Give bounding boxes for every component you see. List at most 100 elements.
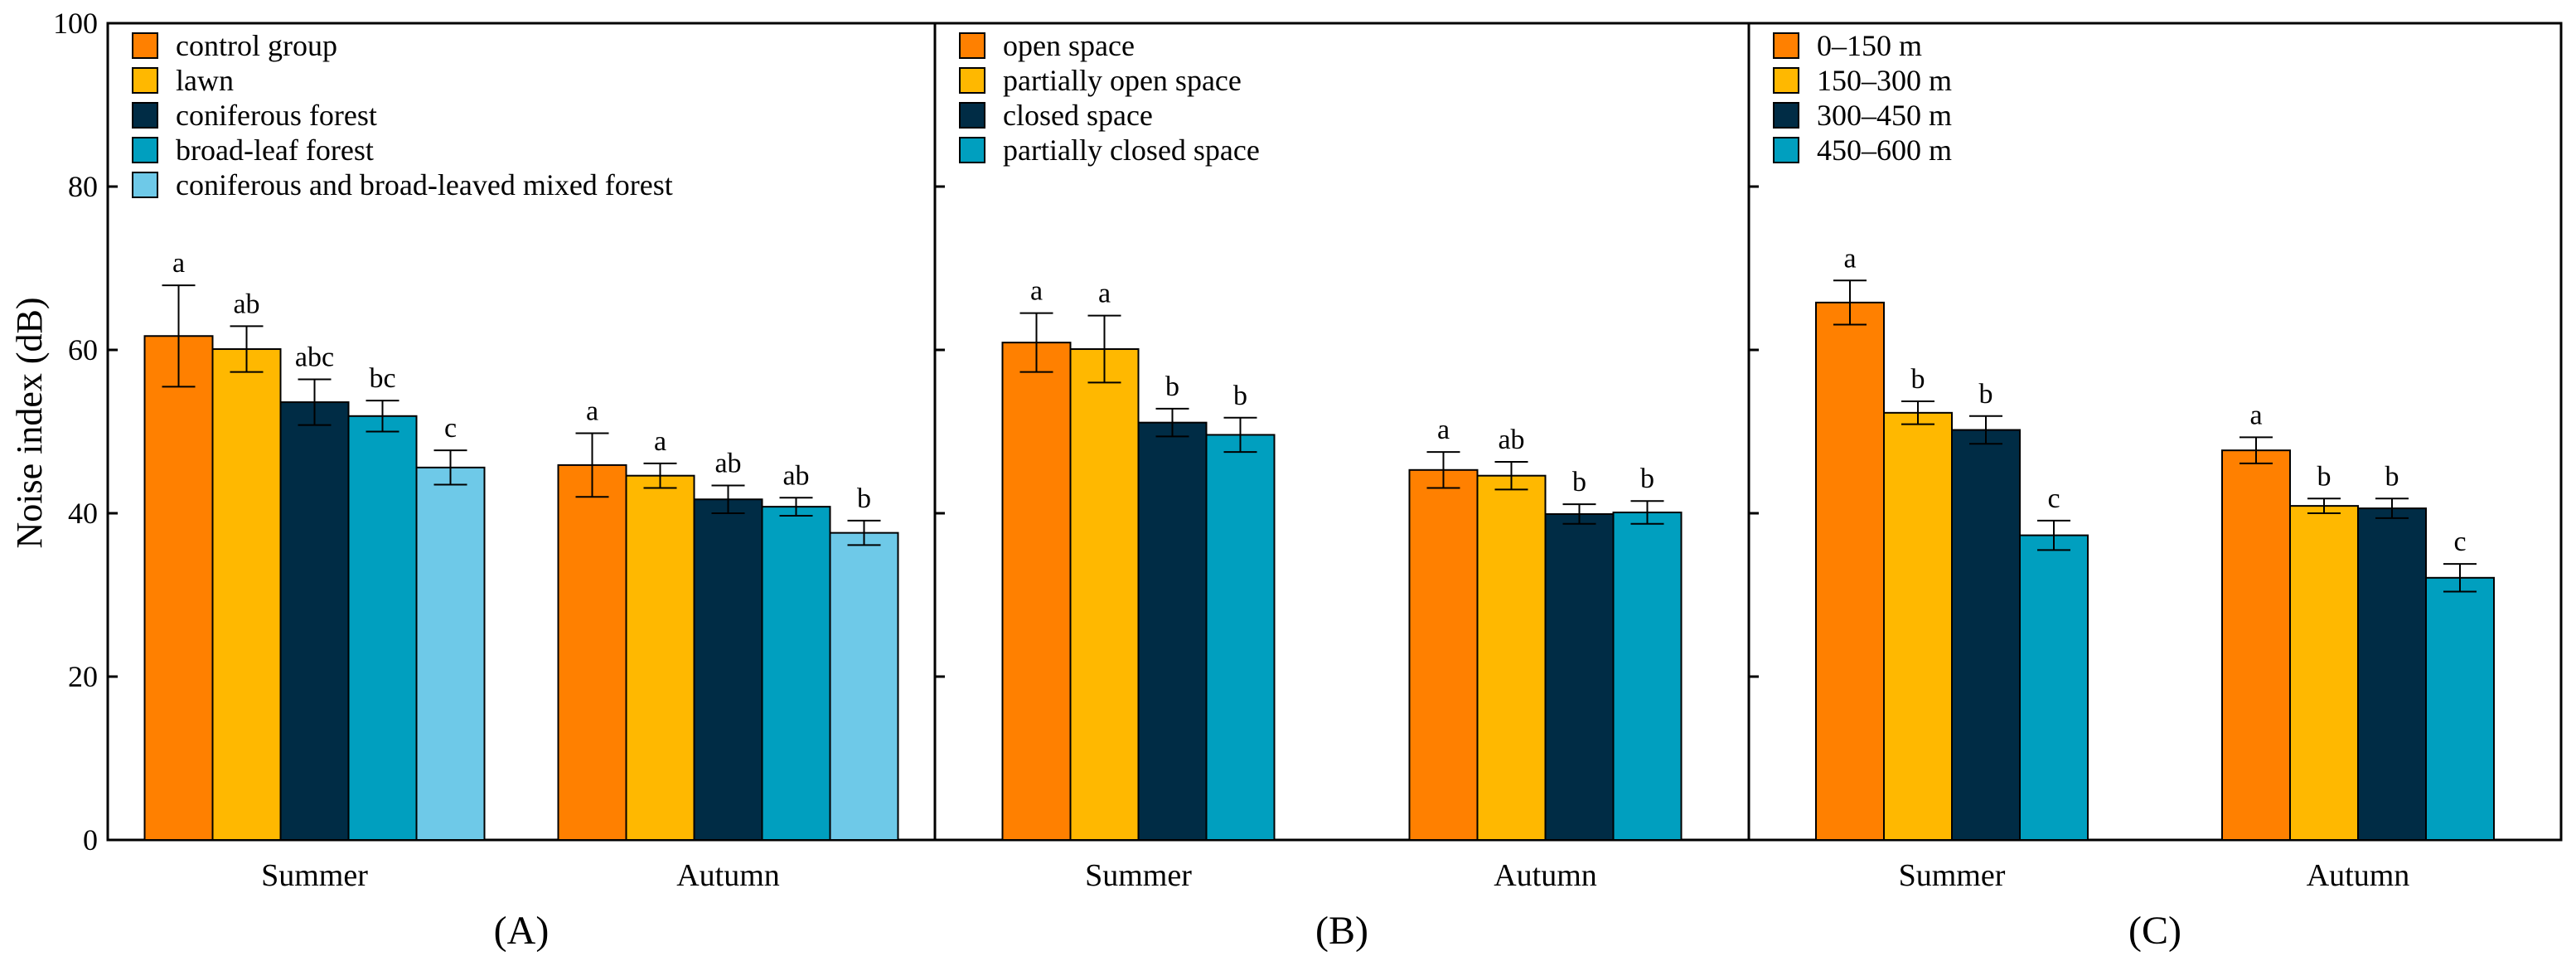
legend-label: control group <box>176 29 337 62</box>
y-tick-label: 0 <box>83 823 98 857</box>
legend-label: lawn <box>176 64 234 97</box>
legend-label: 450–600 m <box>1817 133 1952 167</box>
significance-letter: ab <box>782 460 809 491</box>
significance-letter: a <box>1843 243 1856 274</box>
bar <box>1205 434 1276 841</box>
legend-swatch <box>959 137 985 163</box>
significance-letter: a <box>172 248 185 279</box>
bar <box>1544 512 1615 841</box>
bar <box>1001 342 1072 841</box>
bar <box>2357 507 2427 842</box>
legend-label: 0–150 m <box>1817 29 1922 62</box>
legend-swatch <box>959 67 985 94</box>
bar <box>761 506 831 841</box>
significance-letter: b <box>1572 467 1586 497</box>
category-label: Summer <box>1899 858 2006 893</box>
y-tick-label: 60 <box>68 333 98 366</box>
significance-letter: a <box>586 396 598 426</box>
bar <box>143 335 214 841</box>
category-label: Autumn <box>1494 858 1597 893</box>
bar <box>1476 474 1547 841</box>
bar <box>557 464 627 841</box>
legend-swatch <box>132 172 158 198</box>
legend-label: coniferous and broad-leaved mixed forest <box>176 168 673 201</box>
y-tick-label: 100 <box>53 7 98 40</box>
y-axis-ticks: 0 20 40 60 80 100 <box>53 7 118 857</box>
bar <box>693 498 763 841</box>
legend-label: broad-leaf forest <box>176 133 374 167</box>
bar <box>1883 411 1953 842</box>
bar <box>1137 421 1208 841</box>
legend-swatch <box>959 102 985 129</box>
significance-letter: b <box>2385 461 2399 492</box>
bar <box>829 531 899 841</box>
bar <box>1069 348 1140 841</box>
legend-label: coniferous forest <box>176 99 377 132</box>
significance-letter: c <box>2453 527 2466 557</box>
significance-letter: a <box>654 426 666 457</box>
bar <box>1951 429 2021 842</box>
bar <box>2221 449 2291 842</box>
legend-swatch <box>132 102 158 129</box>
bar <box>279 401 350 842</box>
legend-label: 300–450 m <box>1817 99 1952 132</box>
bar <box>1815 301 1885 841</box>
y-axis-title: Noise index (dB) <box>9 297 50 548</box>
legend-swatch <box>1773 67 1799 94</box>
panel-label: (A) <box>494 909 550 953</box>
category-label: Summer <box>261 858 368 893</box>
bar <box>347 415 418 841</box>
bar <box>1612 512 1683 841</box>
panel-a: Summer a ab abc bc c Autumn a a ab ab b control grou… <box>106 22 937 953</box>
significance-letter: c <box>2047 483 2060 514</box>
significance-letter: a <box>1030 276 1043 307</box>
significance-letter: b <box>1165 371 1179 402</box>
significance-letter: ab <box>1498 425 1524 455</box>
legend-label: 150–300 m <box>1817 64 1952 97</box>
bar <box>415 466 486 842</box>
legend-swatch <box>132 32 158 59</box>
legend-label: partially open space <box>1003 64 1242 97</box>
significance-letter: a <box>1098 279 1111 309</box>
panel-label: (B) <box>1315 909 1368 953</box>
significance-letter: ab <box>714 449 741 479</box>
bar <box>625 474 695 841</box>
legend-label: partially closed space <box>1003 133 1260 167</box>
legend-swatch <box>1773 137 1799 163</box>
significance-letter: b <box>2317 461 2331 492</box>
significance-letter: b <box>1911 364 1925 395</box>
legend-swatch <box>1773 32 1799 59</box>
bar <box>2425 576 2495 841</box>
y-tick-label: 20 <box>68 660 98 693</box>
legend-swatch <box>132 67 158 94</box>
significance-letter: b <box>1233 381 1247 411</box>
category-label: Autumn <box>676 858 780 893</box>
significance-letter: a <box>1437 415 1450 445</box>
y-tick-label: 40 <box>68 497 98 530</box>
legend-swatch <box>959 32 985 59</box>
y-tick-label: 80 <box>68 170 98 203</box>
significance-letter: b <box>857 483 871 514</box>
category-label: Autumn <box>2307 858 2410 893</box>
bar <box>2289 505 2359 841</box>
legend-swatch <box>1773 102 1799 129</box>
significance-letter: c <box>444 413 457 444</box>
panel-frame <box>1747 22 2563 842</box>
legend-swatch <box>132 137 158 163</box>
category-label: Summer <box>1085 858 1192 893</box>
significance-letter: bc <box>369 363 395 394</box>
bar <box>211 348 282 841</box>
significance-letter: b <box>1640 464 1654 494</box>
significance-letter: ab <box>233 289 259 319</box>
bar <box>2019 534 2089 841</box>
significance-letter: a <box>2249 400 2262 430</box>
panel-label: (C) <box>2128 909 2181 953</box>
legend-label: closed space <box>1003 99 1153 132</box>
legend-label: open space <box>1003 29 1135 62</box>
significance-letter: abc <box>295 342 334 372</box>
bar <box>1408 468 1479 841</box>
significance-letter: b <box>1979 379 1993 410</box>
